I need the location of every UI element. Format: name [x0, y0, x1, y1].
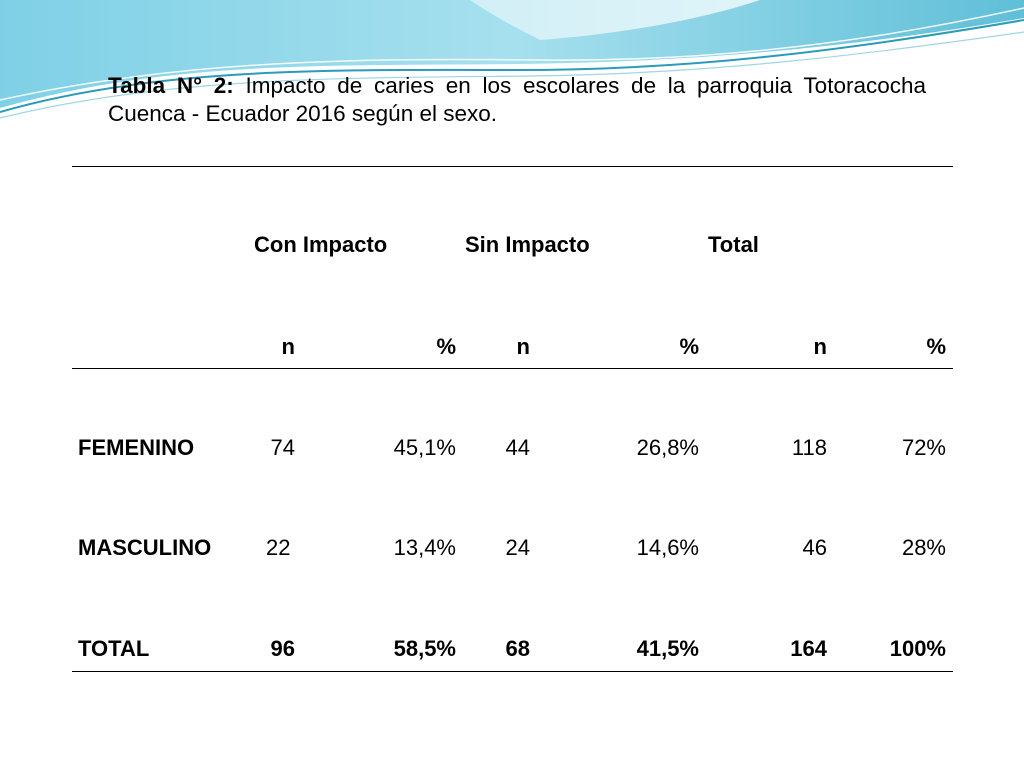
cell-con-pct: 45,1%	[393, 435, 456, 460]
cell-sin-n: 24	[505, 535, 530, 560]
cell-sin-pct: 14,6%	[636, 535, 699, 560]
header-wave-decoration	[0, 0, 1024, 119]
header-con-impacto: Con Impacto	[254, 232, 388, 257]
cell-sin-n: 44	[505, 435, 530, 460]
subheader-total-pct: %	[926, 334, 946, 359]
subheader-sin-pct: %	[679, 334, 699, 359]
cell-con-n: 74	[270, 435, 295, 460]
cell-sin-n: 68	[505, 636, 530, 661]
cell-total-n: 46	[802, 535, 827, 560]
cell-con-n: 96	[270, 636, 295, 661]
cell-con-pct: 58,5%	[393, 636, 456, 661]
cell-sin-pct: 26,8%	[636, 435, 699, 460]
subheader-sin-n: n	[516, 334, 530, 359]
row-label: FEMENINO	[78, 435, 195, 460]
subheader-con-n: n	[281, 334, 295, 359]
subheader-con-pct: %	[436, 334, 456, 359]
header-total: Total	[708, 232, 759, 257]
header-sin-impacto: Sin Impacto	[465, 232, 590, 257]
cell-total-n: 164	[790, 636, 827, 661]
cell-total-n: 118	[791, 435, 827, 460]
cell-sin-pct: 41,5%	[636, 636, 699, 661]
subheader-total-n: n	[813, 334, 827, 359]
cell-total-pct: 72%	[901, 435, 946, 460]
caption-text: Impacto de caries en los escolares de la…	[108, 73, 927, 126]
row-label: MASCULINO	[78, 535, 212, 560]
cell-total-pct: 28%	[901, 535, 946, 560]
table-bottom-rule	[72, 671, 953, 672]
table-header-rule	[72, 368, 953, 369]
cell-total-pct: 100%	[889, 636, 946, 661]
table-caption: Tabla N° 2: Impacto de caries en los esc…	[108, 72, 926, 128]
cell-con-pct: 13,4%	[393, 535, 456, 560]
caption-label: Tabla N° 2:	[108, 73, 234, 98]
row-label: TOTAL	[78, 636, 150, 661]
table-top-rule	[72, 166, 953, 167]
cell-con-n: 22	[266, 535, 291, 560]
